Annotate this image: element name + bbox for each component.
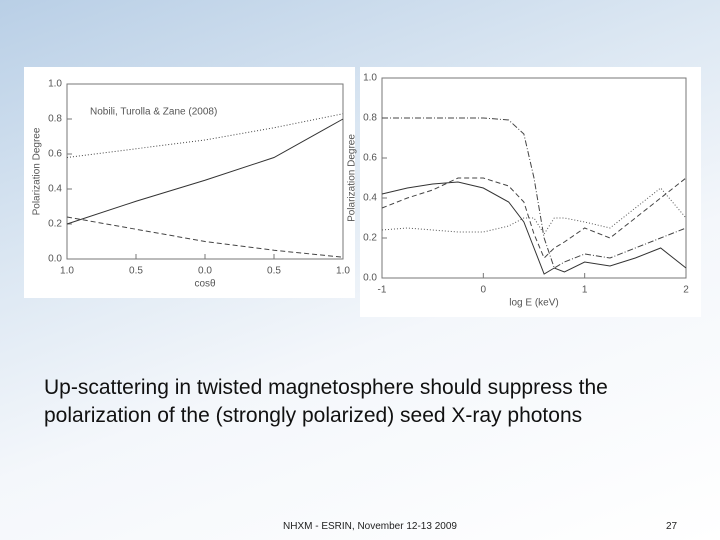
series-line	[381, 177, 687, 259]
y-tick-label: 1.0	[48, 79, 62, 90]
footer: NHXM - ESRIN, November 12-13 2009	[283, 521, 457, 532]
x-axis-label: log E (keV)	[509, 298, 558, 309]
x-axis-label: cosθ	[194, 279, 216, 290]
y-tick-label: 0.4	[363, 193, 377, 204]
series-line	[381, 187, 687, 235]
x-tick-label: -1	[378, 285, 387, 296]
series-line	[66, 216, 344, 258]
y-tick-label: 0.8	[363, 113, 377, 124]
y-tick-label: 0.8	[48, 114, 62, 125]
y-tick-label: 0.4	[48, 184, 62, 195]
x-tick-label: 1.0	[336, 266, 350, 277]
body-text: Up-scattering in twisted magnetosphere s…	[44, 376, 608, 427]
chart-panel	[24, 67, 355, 298]
y-tick-label: 0.2	[48, 219, 62, 230]
y-axis-label: Polarization Degree	[32, 127, 43, 215]
page-number: 27	[666, 521, 678, 532]
y-tick-label: 0.2	[363, 233, 377, 244]
series-line	[381, 181, 687, 275]
x-tick-label: 1	[582, 285, 588, 296]
y-tick-label: 0.6	[363, 153, 377, 164]
annotation: Nobili, Turolla & Zane (2008)	[90, 107, 217, 118]
y-tick-label: 0.0	[48, 254, 62, 265]
x-tick-label: 0.0	[198, 266, 212, 277]
chart-panel	[360, 67, 701, 317]
plot-frame	[381, 77, 687, 279]
x-tick-label: 0.5	[267, 266, 281, 277]
y-tick-label: 1.0	[363, 73, 377, 84]
y-axis-label: Polarization Degree	[347, 134, 358, 222]
series-line	[382, 117, 687, 269]
y-tick-label: 0.6	[48, 149, 62, 160]
x-tick-label: 2	[683, 285, 689, 296]
series-line	[66, 118, 344, 225]
y-tick-label: 0.0	[363, 273, 377, 284]
x-tick-label: 0	[481, 285, 487, 296]
x-tick-label: 0.5	[129, 266, 143, 277]
x-tick-label: 1.0	[60, 266, 74, 277]
